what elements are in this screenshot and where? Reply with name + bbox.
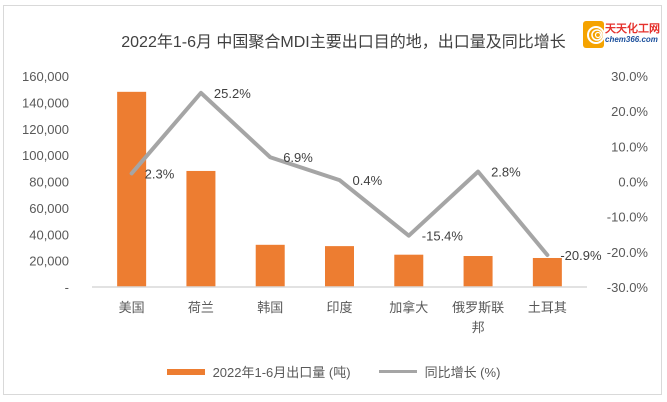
category-label: 印度: [326, 300, 352, 315]
bar[interactable]: [532, 257, 562, 287]
left-tick-label: 60,000: [29, 201, 69, 216]
right-tick-label: 30.0%: [611, 69, 648, 84]
right-axis: -30.0% -20.0% -10.0% 0.0% 10.0% 20.0% 30.0%: [607, 69, 649, 295]
left-tick-label: 140,000: [22, 95, 69, 110]
bar[interactable]: [186, 170, 216, 287]
category-label: 土耳其: [528, 300, 567, 315]
right-tick-label: -10.0%: [607, 210, 649, 225]
legend-line-swatch: [378, 370, 417, 373]
line-data-labels: 2.3% 25.2% 6.9% 0.4% -15.4% 2.8% -20.9%: [145, 86, 602, 263]
line-data-label: 2.3%: [145, 166, 175, 181]
category-label: 邦: [472, 320, 485, 335]
bar[interactable]: [463, 256, 493, 287]
line-data-label: 25.2%: [214, 86, 251, 101]
right-tick-label: 10.0%: [611, 139, 648, 154]
bar[interactable]: [255, 244, 285, 287]
legend: 2022年1-6月出口量 (吨) 同比增长 (%): [0, 362, 667, 381]
legend-label: 同比增长 (%): [424, 365, 501, 380]
site-logo[interactable]: 天天化工网 chem366.com: [583, 20, 660, 50]
bar[interactable]: [325, 246, 354, 287]
category-label: 荷兰: [188, 300, 214, 315]
line-series: [129, 90, 550, 257]
line-data-label: 2.8%: [491, 165, 521, 180]
category-label: 美国: [119, 300, 145, 315]
line-data-label: 0.4%: [353, 173, 383, 188]
line-data-label: -15.4%: [422, 229, 464, 244]
legend-item-yoy-growth[interactable]: 同比增长 (%): [378, 362, 501, 381]
right-tick-label: -20.0%: [607, 245, 649, 260]
left-tick-label: 160,000: [22, 69, 69, 84]
left-tick-label: 100,000: [22, 148, 69, 163]
line-data-label: 6.9%: [283, 150, 313, 165]
left-tick-label: -: [65, 280, 69, 295]
right-tick-label: 20.0%: [611, 104, 648, 119]
bar-series: [117, 91, 562, 287]
bar[interactable]: [117, 91, 147, 287]
category-label: 加拿大: [389, 300, 428, 315]
category-label: 韩国: [257, 300, 283, 315]
right-tick-label: 0.0%: [618, 175, 648, 190]
left-tick-label: 40,000: [29, 227, 69, 242]
logo-domain: chem366.com: [605, 35, 658, 44]
legend-bar-swatch: [166, 368, 205, 375]
legend-item-export-volume[interactable]: 2022年1-6月出口量 (吨): [166, 362, 351, 381]
left-tick-label: 80,000: [29, 175, 69, 190]
line-data-label: -20.9%: [560, 248, 602, 263]
chart-frame: [3, 5, 662, 395]
logo-name: 天天化工网: [605, 23, 660, 35]
chart-title: 2022年1-6月 中国聚合MDI主要出口目的地，出口量及同比增长: [121, 34, 566, 51]
category-label: 俄罗斯联: [452, 300, 504, 315]
left-axis: - 20,000 40,000 60,000 80,000 100,000 120,000 1…: [22, 69, 69, 295]
left-tick-label: 20,000: [29, 254, 69, 269]
logo-swirl-icon: [583, 21, 605, 48]
legend-label: 2022年1-6月出口量 (吨): [212, 365, 351, 380]
left-tick-label: 120,000: [22, 122, 69, 137]
bar[interactable]: [394, 254, 424, 287]
right-tick-label: -30.0%: [607, 280, 649, 295]
